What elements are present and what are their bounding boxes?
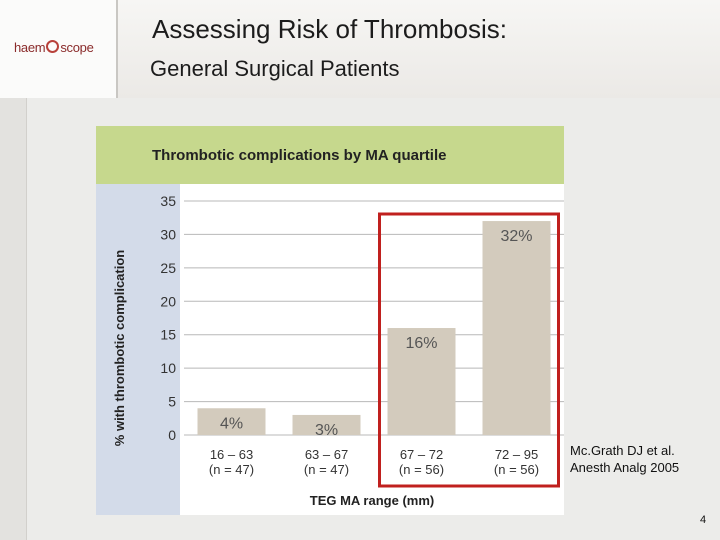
x-tick-label: 63 – 67 [305, 447, 348, 462]
bar [197, 408, 266, 435]
x-tick-labels: 16 – 63(n = 47)63 – 67(n = 47)67 – 72(n … [209, 447, 539, 477]
slide-title: Assessing Risk of Thrombosis: [152, 14, 507, 44]
bar [387, 328, 456, 435]
y-tick-label: 20 [160, 293, 176, 309]
highlight-box [378, 212, 560, 488]
x-tick-count: (n = 56) [399, 462, 444, 477]
header-band [0, 0, 720, 98]
x-tick-label: 72 – 95 [495, 447, 538, 462]
y-tick-label: 25 [160, 260, 176, 276]
y-tick-label: 0 [168, 427, 176, 443]
ylabel-band [96, 184, 180, 515]
page-number: 4 [700, 514, 707, 526]
y-tick-labels: 0 5 10 15 20 25 30 35 [160, 193, 176, 443]
y-tick-label: 15 [160, 327, 176, 343]
chart-title: Thrombotic complications by MA quartile [152, 147, 446, 164]
bar [292, 414, 361, 435]
bars: 4% 3% 16% 32% [197, 221, 551, 439]
x-tick-label: 67 – 72 [400, 447, 443, 462]
bar-data-label: 32% [500, 228, 532, 245]
x-tick-count: (n = 47) [304, 462, 349, 477]
thrombosis-bar-chart: Thrombotic complications by MA quartile … [96, 126, 564, 515]
citation-authors: Mc.Grath DJ et al. [570, 443, 675, 458]
y-tick-label: 30 [160, 226, 176, 242]
x-axis-label: TEG MA range (mm) [310, 493, 434, 508]
y-tick-label: 35 [160, 193, 176, 209]
chart-title-band [96, 126, 564, 184]
logo-ring-icon [46, 40, 60, 53]
bar-data-label: 4% [220, 415, 243, 432]
x-tick-label: 16 – 63 [210, 447, 253, 462]
bar-data-label: 16% [405, 335, 437, 352]
x-tick-count: (n = 56) [494, 462, 539, 477]
bar [482, 221, 551, 435]
slide-subtitle: General Surgical Patients [150, 56, 400, 81]
y-tick-label: 10 [160, 360, 176, 376]
x-tick-count: (n = 47) [209, 462, 254, 477]
y-axis-label: % with thrombotic complication [112, 250, 127, 447]
citation: Mc.Grath DJ et al. Anesth Analg 2005 [570, 442, 679, 476]
haemoscope-logo: haem scope [14, 40, 94, 55]
y-tick-label: 5 [168, 394, 176, 410]
bar-data-label: 3% [315, 422, 338, 439]
citation-journal: Anesth Analg 2005 [570, 460, 680, 475]
left-decor-stripe [0, 98, 27, 540]
logo-panel: haem scope [0, 0, 118, 98]
